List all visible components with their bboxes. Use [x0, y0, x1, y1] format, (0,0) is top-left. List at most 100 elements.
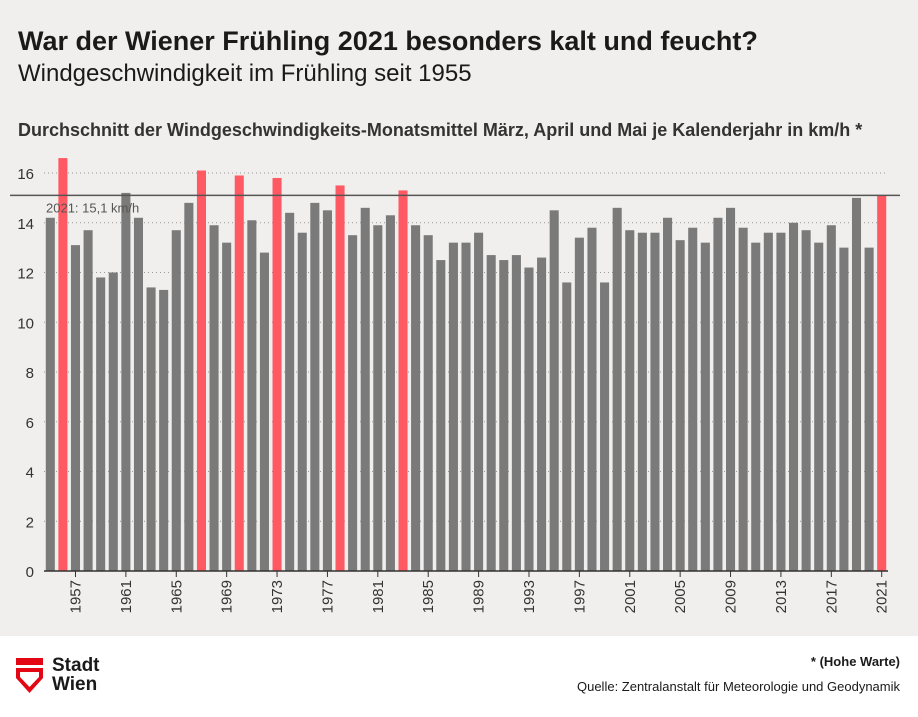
x-tick-label: 2009	[723, 580, 740, 613]
bar-1993	[524, 267, 534, 571]
bar-1981	[373, 225, 383, 572]
bar-1994	[537, 257, 547, 571]
bar-1990	[486, 255, 496, 571]
bar-1992	[511, 255, 521, 571]
bar-2017	[826, 225, 836, 572]
x-tick-label: 1973	[269, 580, 286, 613]
y-tick-label: 16	[17, 166, 34, 183]
bar-1962	[133, 217, 144, 571]
y-tick-label: 12	[17, 266, 34, 283]
footnote: * (Hohe Warte)	[810, 654, 900, 669]
x-tick-label: 2001	[622, 580, 639, 613]
bar-1967	[196, 170, 206, 571]
bar-1989	[474, 232, 484, 571]
x-tick-label: 1965	[168, 580, 185, 613]
bar-2012	[763, 232, 773, 571]
bar-1970	[234, 175, 244, 572]
bar-2021	[877, 195, 887, 571]
bar-1969	[222, 242, 232, 571]
chart-title: Durchschnitt der Windgeschwindigkeits-Mo…	[18, 120, 863, 140]
bar-1982	[385, 215, 395, 571]
bar-2000	[612, 207, 622, 571]
y-tick-label: 6	[26, 415, 34, 432]
bar-1979	[348, 235, 358, 571]
logo-line-2: Wien	[52, 674, 98, 695]
bar-1997	[574, 237, 584, 572]
bar-1956	[58, 158, 68, 571]
bar-2013	[776, 232, 786, 571]
bar-1963	[146, 287, 156, 571]
bar-1983	[398, 190, 408, 571]
bar-1987	[448, 242, 458, 571]
bar-2007	[700, 242, 710, 571]
bar-1961	[121, 192, 131, 571]
bar-2001	[625, 230, 635, 571]
y-tick-label: 4	[26, 465, 34, 482]
bar-1972	[259, 252, 269, 571]
bar-1959	[96, 277, 106, 571]
bar-1960	[108, 272, 118, 571]
bar-1986	[436, 260, 446, 571]
bar-2011	[751, 242, 761, 571]
bar-2006	[688, 227, 698, 571]
x-tick-label: 1989	[471, 580, 488, 613]
bar-1985	[423, 235, 433, 571]
bar-2002	[637, 232, 647, 571]
bar-1980	[360, 207, 370, 571]
x-tick-label: 1969	[219, 580, 236, 613]
bar-1957	[70, 245, 81, 571]
bar-2020	[864, 247, 874, 571]
bar-1995	[549, 210, 559, 571]
bar-2016	[814, 242, 824, 571]
x-tick-label: 2021	[874, 580, 891, 613]
x-tick-label: 1985	[420, 580, 437, 613]
y-tick-label: 2	[26, 514, 34, 531]
bar-1955	[45, 217, 55, 571]
vienna-shield-icon	[16, 657, 43, 693]
y-tick-label: 14	[17, 216, 34, 233]
page-title: War der Wiener Frühling 2021 besonders k…	[18, 26, 758, 56]
bar-chart: 0 2 4 6 8 10 12 14 16 2021: 15,1 km/h 1957 1961 1965…	[10, 158, 900, 613]
x-tick-label: 1981	[370, 580, 387, 613]
bar-1958	[83, 230, 93, 571]
y-tick-label: 10	[17, 315, 34, 332]
x-tick-label: 1977	[319, 580, 336, 613]
bar-1976	[310, 202, 320, 571]
bar-2004	[663, 217, 673, 571]
bar-1971	[247, 220, 257, 571]
bar-1996	[562, 282, 572, 571]
bar-1973	[272, 177, 282, 571]
page-subtitle: Windgeschwindigkeit im Frühling seit 195…	[18, 60, 472, 87]
x-tick-label: 2005	[672, 580, 689, 613]
bar-2019	[851, 197, 862, 571]
logo-line-1: Stadt	[52, 655, 100, 676]
y-tick-label: 8	[26, 365, 34, 382]
bar-2003	[650, 232, 660, 571]
bar-2015	[801, 230, 811, 571]
source-note: Quelle: Zentralanstalt für Meteorologie …	[576, 679, 900, 694]
bar-2008	[713, 217, 723, 571]
bar-1966	[184, 202, 194, 571]
bar-2009	[726, 207, 736, 571]
x-tick-label: 2017	[823, 580, 840, 613]
bar-1998	[587, 227, 597, 571]
bar-1988	[461, 242, 471, 571]
bar-2018	[839, 247, 849, 571]
bar-1974	[285, 212, 295, 572]
bar-1977	[322, 210, 332, 571]
x-tick-label: 1993	[521, 580, 538, 613]
bar-1999	[600, 282, 610, 571]
bar-2005	[675, 240, 685, 571]
stadt-wien-logo: Stadt Wien	[16, 656, 100, 694]
y-tick-label: 0	[26, 564, 34, 581]
bar-1991	[499, 260, 509, 571]
reference-line-label: 2021: 15,1 km/h	[46, 200, 139, 215]
bar-2010	[738, 227, 748, 571]
bar-2014	[788, 222, 799, 571]
bar-1975	[297, 232, 307, 571]
x-tick-label: 1961	[118, 580, 135, 613]
bar-1968	[209, 225, 219, 572]
bar-1964	[159, 289, 169, 571]
bar-1984	[411, 225, 421, 572]
bar-1965	[171, 230, 181, 571]
